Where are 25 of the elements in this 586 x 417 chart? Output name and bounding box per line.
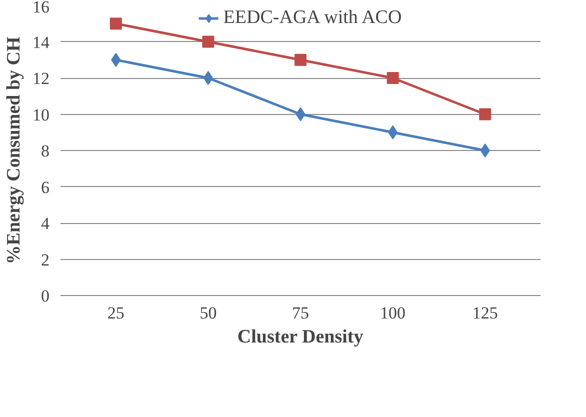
x-tick-label: 75 — [292, 304, 309, 322]
point — [294, 54, 306, 66]
point — [388, 125, 398, 140]
y-axis-title: %Energy Consumed by CH — [4, 36, 24, 264]
y-tick-label: 6 — [41, 178, 50, 197]
y-tick-label: 4 — [41, 214, 50, 233]
point — [202, 36, 214, 48]
y-tick-label: 12 — [32, 69, 50, 88]
x-tick-label: 50 — [200, 304, 217, 322]
point — [480, 144, 490, 158]
y-tick-label: 0 — [41, 286, 50, 306]
legend-label: EEDC-AGA with ACO — [223, 7, 402, 29]
x-tick-label: 25 — [107, 304, 124, 322]
point — [110, 18, 122, 30]
x-axis-title: Cluster Density — [237, 326, 364, 348]
point — [203, 71, 214, 85]
point — [479, 108, 492, 120]
y-tick-label: 16 — [32, 0, 50, 16]
y-tick-label: 14 — [32, 32, 50, 52]
point — [386, 72, 399, 84]
x-tick-label: 100 — [380, 304, 406, 322]
y-tick-label: 10 — [32, 105, 50, 124]
y-tick-label: 2 — [41, 250, 50, 270]
y-tick-label: 8 — [41, 142, 50, 160]
x-tick-label: 125 — [472, 304, 498, 322]
